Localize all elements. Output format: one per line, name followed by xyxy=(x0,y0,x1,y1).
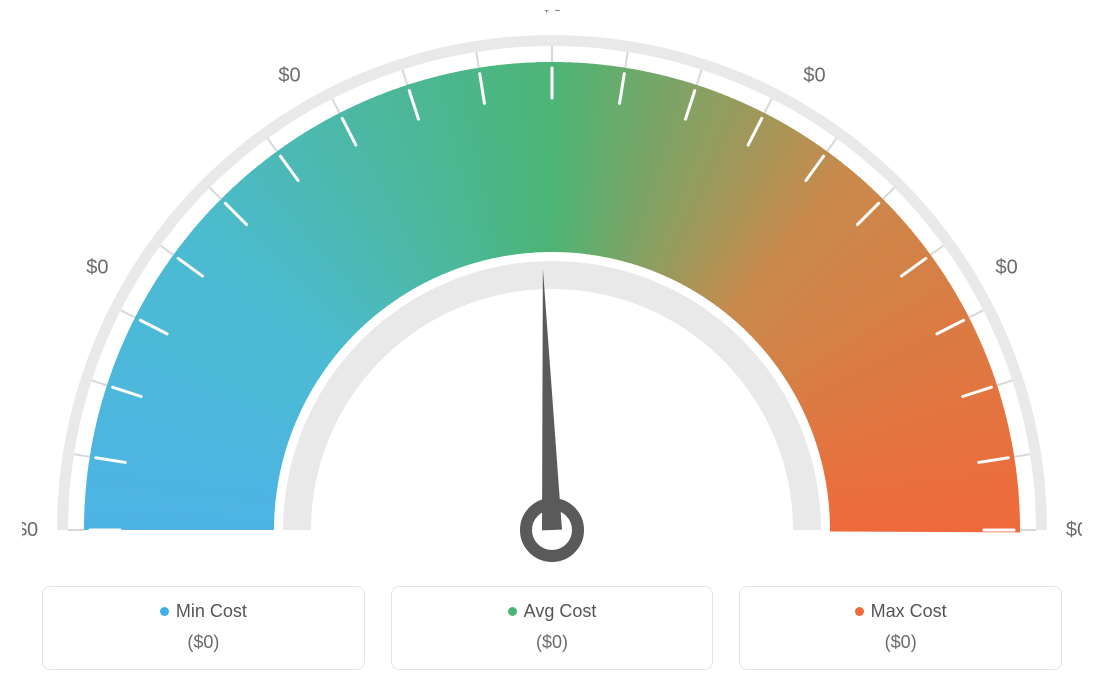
gauge-tick-label: $0 xyxy=(541,10,563,16)
legend-title-min-text: Min Cost xyxy=(176,601,247,621)
legend-title-min: Min Cost xyxy=(53,601,354,622)
legend-title-avg-text: Avg Cost xyxy=(524,601,597,621)
gauge-svg: $0 $0 $0 $0 $0 $0 $0 xyxy=(22,10,1082,570)
legend-title-avg: Avg Cost xyxy=(402,601,703,622)
legend-value-min: ($0) xyxy=(53,632,354,653)
gauge-tick-label: $0 xyxy=(278,64,300,86)
gauge-chart-container: $0 $0 $0 $0 $0 $0 $0 Min Cost ($0) Avg Cost ($… xyxy=(0,0,1104,690)
legend-card-avg: Avg Cost ($0) xyxy=(391,586,714,670)
gauge-tick-label: $0 xyxy=(86,257,108,279)
legend-value-max: ($0) xyxy=(750,632,1051,653)
gauge-tick-label: $0 xyxy=(996,257,1018,279)
legend-dot-avg xyxy=(508,607,517,616)
gauge-needle xyxy=(526,268,578,556)
legend-card-max: Max Cost ($0) xyxy=(739,586,1062,670)
gauge-tick-label: $0 xyxy=(22,519,38,541)
gauge-tick-label: $0 xyxy=(1066,519,1082,541)
legend-value-avg: ($0) xyxy=(402,632,703,653)
legend-card-min: Min Cost ($0) xyxy=(42,586,365,670)
gauge-wrap: $0 $0 $0 $0 $0 $0 $0 xyxy=(22,10,1082,550)
legend-dot-max xyxy=(855,607,864,616)
legend-title-max-text: Max Cost xyxy=(871,601,947,621)
legend-title-max: Max Cost xyxy=(750,601,1051,622)
legend-row: Min Cost ($0) Avg Cost ($0) Max Cost ($0… xyxy=(42,586,1062,670)
legend-dot-min xyxy=(160,607,169,616)
gauge-tick-label: $0 xyxy=(803,64,825,86)
